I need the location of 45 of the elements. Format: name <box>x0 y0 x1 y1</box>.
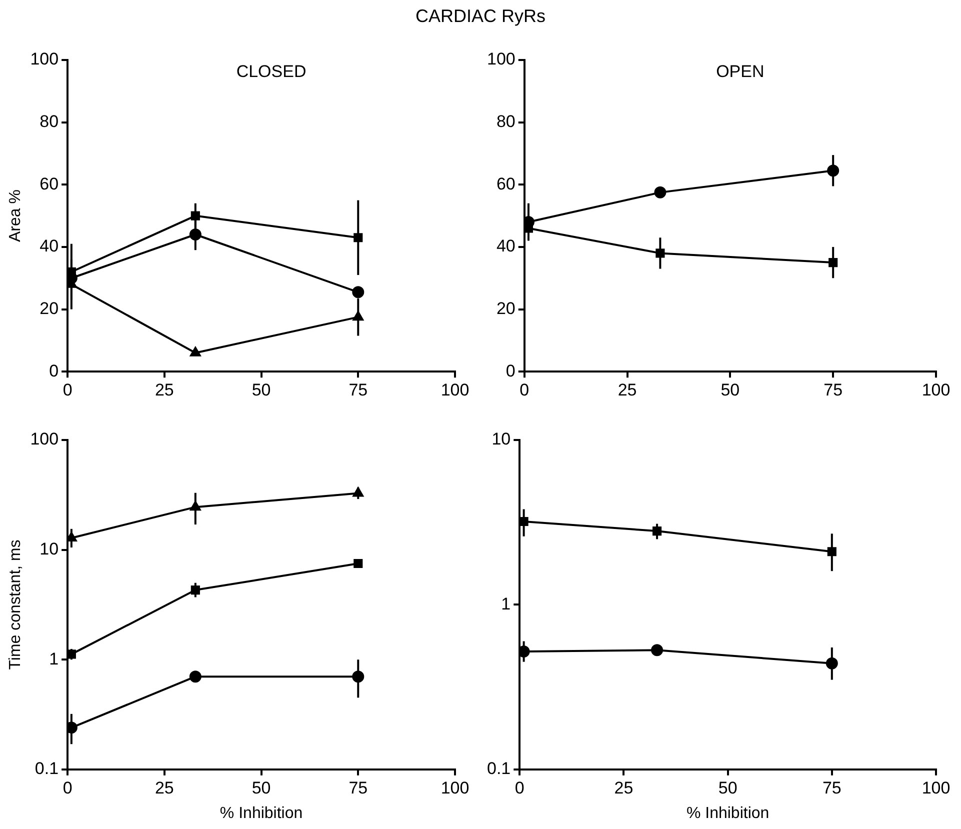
y-tick-label: 60 <box>40 174 59 194</box>
x-tick-label: 50 <box>252 778 271 798</box>
x-tick-label: 25 <box>618 380 637 400</box>
y-tick-label: 0.1 <box>486 759 511 778</box>
x-tick-label: 75 <box>348 380 368 400</box>
chart-subtitle: CLOSED <box>236 62 306 82</box>
y-tick-label: 10 <box>40 539 59 558</box>
x-tick-label: 50 <box>718 778 738 798</box>
x-tick-label: 0 <box>520 380 530 400</box>
x-tick-label: 75 <box>822 778 842 798</box>
x-tick-label: 50 <box>252 380 271 400</box>
y-axis-title: Area % <box>7 190 24 242</box>
chart-title: CARDIAC RyRs <box>414 6 546 27</box>
chart-subtitle: OPEN <box>716 62 764 82</box>
y-tick-label: 40 <box>40 236 59 256</box>
y-tick-label: 80 <box>496 112 516 132</box>
y-tick-label: 60 <box>496 174 516 194</box>
x-tick-label: 100 <box>440 380 470 400</box>
y-tick-label: 100 <box>30 50 59 69</box>
y-tick-label: 100 <box>30 430 59 449</box>
y-tick-label: 80 <box>40 112 59 132</box>
y-tick-label: 40 <box>496 236 516 256</box>
y-tick-label: 100 <box>486 50 516 69</box>
x-tick-label: 25 <box>154 778 174 798</box>
y-tick-label: 0.1 <box>34 759 59 778</box>
x-tick-label: 100 <box>440 778 470 798</box>
y-tick-label: 1 <box>49 649 59 668</box>
x-tick-label: 25 <box>614 778 634 798</box>
x-tick-label: 25 <box>154 380 174 400</box>
y-tick-label: 10 <box>492 430 511 449</box>
x-tick-label: 75 <box>348 778 368 798</box>
x-axis-title: % Inhibition <box>686 804 770 822</box>
x-tick-label: 75 <box>824 380 843 400</box>
y-tick-label: 20 <box>496 298 516 318</box>
y-axis-title: Time constant, ms <box>7 540 24 670</box>
x-axis-title: % Inhibition <box>220 804 303 822</box>
y-tick-label: 0 <box>506 361 516 380</box>
y-tick-label: 20 <box>40 298 59 318</box>
x-tick-label: 100 <box>922 380 950 400</box>
x-tick-label: 0 <box>62 380 72 400</box>
y-tick-label: 0 <box>49 361 59 380</box>
y-tick-label: 1 <box>501 594 511 614</box>
x-tick-label: 50 <box>720 380 740 400</box>
x-tick-label: 100 <box>922 778 950 798</box>
x-tick-label: 0 <box>62 778 72 798</box>
